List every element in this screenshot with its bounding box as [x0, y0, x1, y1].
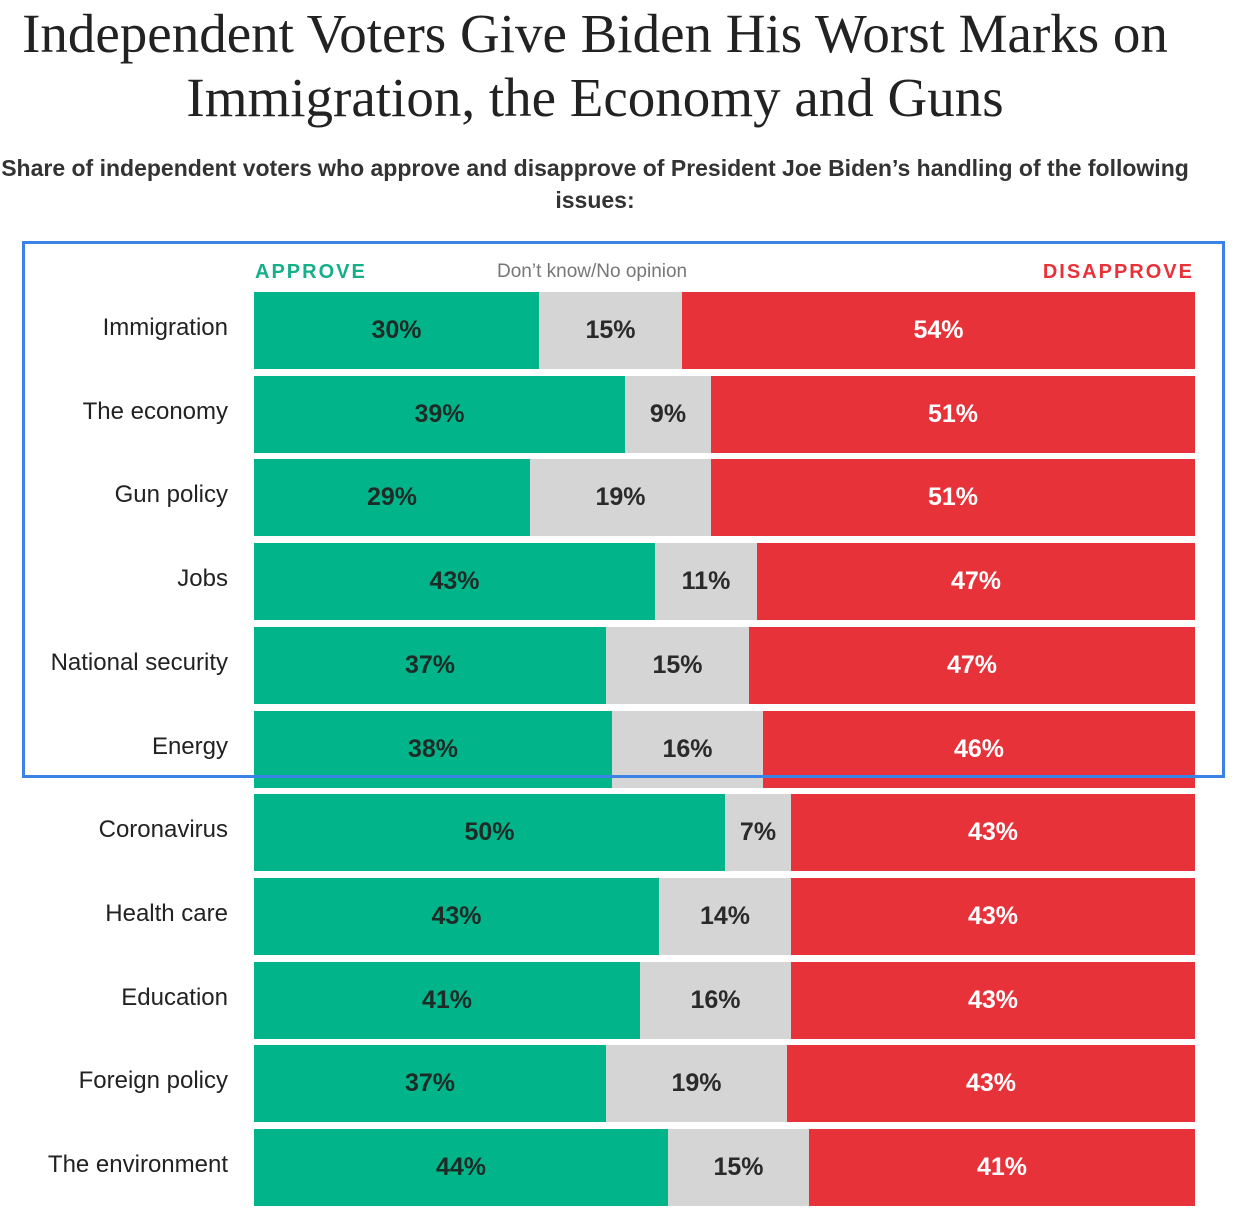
- data-label-disapprove-coronavirus: 43%: [967, 818, 1019, 846]
- row-label-jobs: Jobs: [177, 565, 228, 592]
- data-label-dont-know-the-environment: 15%: [713, 1153, 764, 1181]
- row-label-immigration: Immigration: [102, 314, 228, 341]
- bar-dont-know-national-security: 15%: [606, 627, 749, 704]
- bar-approve-national-security: 37%: [254, 627, 606, 704]
- data-label-disapprove-the-economy: 51%: [927, 400, 979, 428]
- bar-disapprove-foreign-policy: 43%: [787, 1045, 1195, 1122]
- bar-disapprove-gun-policy: 51%: [711, 459, 1195, 536]
- bar-disapprove-coronavirus: 43%: [791, 794, 1195, 871]
- data-label-dont-know-jobs: 11%: [681, 567, 731, 595]
- bar-disapprove-education: 43%: [791, 962, 1195, 1039]
- data-label-approve-gun-policy: 29%: [366, 483, 418, 511]
- data-label-approve-national-security: 37%: [404, 651, 456, 679]
- data-label-dont-know-energy: 16%: [662, 735, 713, 763]
- bar-disapprove-health-care: 43%: [791, 878, 1195, 955]
- chart-subtitle: Share of independent voters who approve …: [1, 155, 1189, 213]
- data-label-approve-the-environment: 44%: [435, 1153, 487, 1181]
- bar-dont-know-jobs: 11%: [655, 543, 757, 620]
- bar-approve-immigration: 30%: [254, 292, 539, 369]
- data-label-disapprove-energy: 46%: [953, 735, 1005, 763]
- bar-disapprove-national-security: 47%: [749, 627, 1195, 704]
- row-label-the-environment: The environment: [47, 1151, 228, 1178]
- data-label-approve-health-care: 43%: [431, 902, 482, 930]
- data-label-approve-coronavirus: 50%: [464, 818, 515, 846]
- data-label-disapprove-jobs: 47%: [950, 567, 1002, 595]
- bar-approve-the-environment: 44%: [254, 1129, 668, 1206]
- data-label-dont-know-gun-policy: 19%: [595, 483, 646, 511]
- bar-approve-gun-policy: 29%: [254, 459, 530, 536]
- bar-approve-coronavirus: 50%: [254, 794, 725, 871]
- data-label-disapprove-foreign-policy: 43%: [965, 1069, 1017, 1097]
- legend-disapprove: DISAPPROVE: [1042, 261, 1194, 283]
- legend-dont-know: Don’t know/No opinion: [497, 261, 688, 282]
- bar-dont-know-the-environment: 15%: [668, 1129, 809, 1206]
- chart-title: Independent Voters Give Biden His Worst …: [22, 3, 1168, 128]
- bar-approve-energy: 38%: [254, 711, 612, 788]
- data-label-approve-immigration: 30%: [371, 316, 422, 344]
- bar-dont-know-immigration: 15%: [539, 292, 682, 369]
- bar-dont-know-coronavirus: 7%: [725, 794, 791, 871]
- row-label-foreign-policy: Foreign policy: [78, 1067, 228, 1094]
- data-label-approve-energy: 38%: [407, 735, 459, 763]
- bar-approve-foreign-policy: 37%: [254, 1045, 606, 1122]
- row-label-gun-policy: Gun policy: [114, 481, 228, 508]
- bar-disapprove-energy: 46%: [763, 711, 1195, 788]
- bar-disapprove-immigration: 54%: [682, 292, 1195, 369]
- legend-approve: APPROVE: [255, 261, 367, 283]
- bar-dont-know-health-care: 14%: [659, 878, 791, 955]
- row-label-health-care: Health care: [105, 900, 228, 927]
- bar-approve-health-care: 43%: [254, 878, 659, 955]
- data-label-approve-the-economy: 39%: [414, 400, 465, 428]
- bar-dont-know-education: 16%: [640, 962, 791, 1039]
- bar-dont-know-energy: 16%: [612, 711, 763, 788]
- data-label-approve-jobs: 43%: [429, 567, 480, 595]
- data-label-disapprove-immigration: 54%: [913, 316, 964, 344]
- bar-dont-know-gun-policy: 19%: [530, 459, 711, 536]
- row-label-energy: Energy: [151, 733, 228, 760]
- bar-dont-know-the-economy: 9%: [625, 376, 711, 453]
- data-label-disapprove-the-environment: 41%: [976, 1153, 1028, 1181]
- data-label-approve-foreign-policy: 37%: [404, 1069, 456, 1097]
- bar-approve-education: 41%: [254, 962, 640, 1039]
- row-label-the-economy: The economy: [82, 398, 228, 425]
- bar-dont-know-foreign-policy: 19%: [606, 1045, 787, 1122]
- data-label-approve-education: 41%: [421, 986, 473, 1014]
- data-label-dont-know-national-security: 15%: [652, 651, 703, 679]
- data-label-dont-know-education: 16%: [690, 986, 741, 1014]
- data-label-disapprove-education: 43%: [967, 986, 1019, 1014]
- data-label-dont-know-health-care: 14%: [699, 902, 751, 930]
- bar-approve-the-economy: 39%: [254, 376, 625, 453]
- data-label-disapprove-national-security: 47%: [946, 651, 998, 679]
- data-label-dont-know-immigration: 15%: [585, 316, 636, 344]
- row-label-coronavirus: Coronavirus: [98, 816, 228, 843]
- row-label-national-security: National security: [50, 649, 228, 676]
- bar-disapprove-jobs: 47%: [757, 543, 1195, 620]
- bar-disapprove-the-economy: 51%: [711, 376, 1195, 453]
- data-label-dont-know-the-economy: 9%: [649, 400, 687, 428]
- row-label-education: Education: [121, 984, 228, 1011]
- data-label-dont-know-foreign-policy: 19%: [671, 1069, 722, 1097]
- bar-approve-jobs: 43%: [254, 543, 655, 620]
- data-label-disapprove-gun-policy: 51%: [927, 483, 979, 511]
- bar-disapprove-the-environment: 41%: [809, 1129, 1195, 1206]
- data-label-dont-know-coronavirus: 7%: [739, 818, 777, 846]
- data-label-disapprove-health-care: 43%: [967, 902, 1019, 930]
